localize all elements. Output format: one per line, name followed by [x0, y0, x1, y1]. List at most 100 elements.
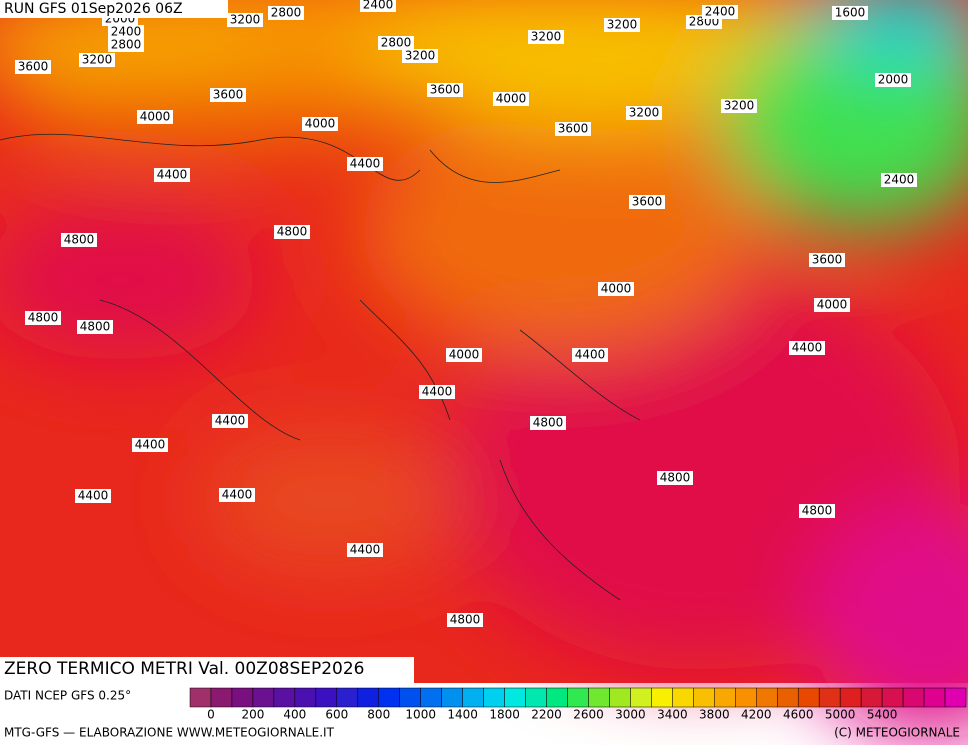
colorbar-label: 400 — [283, 708, 306, 722]
contour-label: 4400 — [135, 438, 166, 452]
colorbar-swatch — [651, 687, 673, 708]
colorbar-swatch — [231, 687, 254, 708]
contour-label: 2400 — [705, 5, 736, 19]
colorbar-label: 800 — [367, 708, 390, 722]
contour-label: 4400 — [215, 414, 246, 428]
colorbar-label: 1000 — [405, 708, 436, 722]
colorbar-swatch — [902, 687, 925, 708]
colorbar-swatch — [630, 687, 652, 708]
colorbar-swatch — [504, 687, 526, 708]
run-header: RUN GFS 01Sep2026 06Z — [4, 1, 183, 17]
contour-label: 4400 — [222, 488, 253, 502]
contour-label: 4000 — [305, 117, 336, 131]
label-box — [378, 36, 414, 50]
contour-label: 4400 — [350, 157, 381, 171]
colorbar-swatch — [357, 687, 380, 708]
contour-label: 4000 — [140, 110, 171, 124]
label-box — [79, 53, 115, 67]
colorbar-swatch — [860, 687, 883, 708]
colorbar-swatch — [839, 687, 862, 708]
label-box — [528, 30, 564, 44]
contour-label: 3600 — [632, 195, 663, 209]
colorbar-swatch — [756, 687, 778, 708]
label-box — [137, 110, 173, 124]
source: DATI NCEP GFS 0.25° — [4, 689, 131, 703]
colorbar-label: 5000 — [825, 708, 856, 722]
contour-label: 4800 — [533, 416, 564, 430]
colorbar-swatch — [881, 687, 904, 708]
label-box — [427, 83, 463, 97]
colorbar-label: 3400 — [657, 708, 688, 722]
contour-label: 4400 — [792, 341, 823, 355]
label-box — [219, 488, 255, 502]
label-box — [604, 18, 640, 32]
contour-label: 4400 — [575, 348, 606, 362]
label-box — [555, 122, 591, 136]
colorbar-swatch — [735, 687, 757, 708]
label-box — [598, 282, 634, 296]
contour-label: 1600 — [835, 6, 866, 20]
label-box — [446, 348, 482, 362]
label-box — [75, 489, 111, 503]
label-box — [799, 504, 835, 518]
contour-label: 4800 — [802, 504, 833, 518]
contour-label: 3200 — [531, 30, 562, 44]
contour-label: 4400 — [422, 385, 453, 399]
contour-label: 4400 — [157, 168, 188, 182]
contour-label: 4800 — [660, 471, 691, 485]
label-box — [132, 438, 168, 452]
contour-label: 4800 — [277, 225, 308, 239]
label-box — [657, 471, 693, 485]
contour-label: 3200 — [405, 49, 436, 63]
colorbar-swatch — [441, 687, 463, 708]
colorbar-label: 4600 — [783, 708, 814, 722]
label-box — [77, 320, 113, 334]
contour-label: 4800 — [28, 311, 59, 325]
contour-label: 4000 — [817, 298, 848, 312]
contour-label: 4000 — [449, 348, 480, 362]
contour-label: 2400 — [111, 25, 142, 39]
label-box — [15, 60, 51, 74]
colorbar-swatch — [210, 687, 233, 708]
contour-label: 3600 — [812, 253, 843, 267]
contour-label: 3600 — [558, 122, 589, 136]
colorbar-swatch — [483, 687, 505, 708]
label-box — [881, 173, 917, 187]
label-box — [274, 225, 310, 239]
contour-label: 3200 — [607, 18, 638, 32]
contour-label: 4400 — [78, 489, 109, 503]
label-box — [210, 88, 246, 102]
label-box — [832, 6, 868, 20]
contour-label: 4000 — [496, 92, 527, 106]
colorbar-swatch — [273, 687, 296, 708]
label-box — [809, 253, 845, 267]
colorbar-swatch — [525, 687, 547, 708]
colorbar-label: 5400 — [867, 708, 898, 722]
contour-label: 2800 — [271, 6, 302, 20]
colorbar-label: 600 — [325, 708, 348, 722]
colorbar-swatch — [378, 687, 400, 708]
colorbar-label: 1400 — [447, 708, 478, 722]
contour-label: 3600 — [430, 83, 461, 97]
label-box — [447, 613, 483, 627]
contour-label: 2400 — [363, 0, 394, 12]
label-box — [302, 117, 338, 131]
map-title: ZERO TERMICO METRI Val. 00Z08SEP2026 — [4, 659, 365, 679]
contour-label: 4000 — [601, 282, 632, 296]
colorbar-label: 2200 — [531, 708, 562, 722]
contour-label: 2000 — [878, 73, 909, 87]
colorbar-swatch — [252, 687, 275, 708]
contour-label: 3600 — [18, 60, 49, 74]
colorbar-label: 4200 — [741, 708, 772, 722]
colorbar-swatch — [672, 687, 694, 708]
contour-label: 3200 — [629, 106, 660, 120]
contour-label: 3600 — [213, 88, 244, 102]
label-box — [212, 414, 248, 428]
colorbar-swatch — [714, 687, 736, 708]
label-box — [702, 5, 738, 19]
colorbar-swatch — [462, 687, 484, 708]
label-box — [347, 157, 383, 171]
colorbar-label: 200 — [241, 708, 264, 722]
colorbar-label: 1800 — [489, 708, 520, 722]
